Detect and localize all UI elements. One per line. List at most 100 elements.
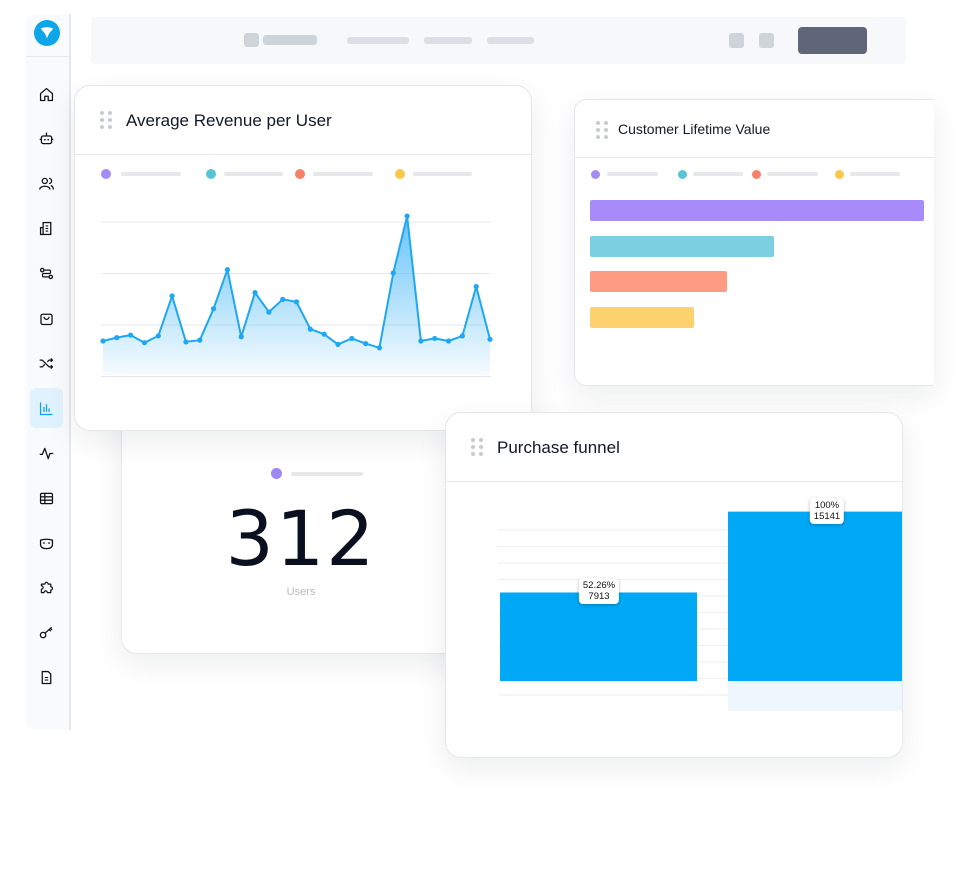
clv-bar[interactable] xyxy=(590,271,727,292)
data-point[interactable] xyxy=(445,338,452,344)
area-fill xyxy=(103,216,490,375)
data-point[interactable] xyxy=(321,331,327,337)
funnel-tooltip: 100% 15141 xyxy=(809,497,845,524)
legend-label-placeholder xyxy=(607,172,658,176)
data-point[interactable] xyxy=(487,336,493,342)
data-point[interactable] xyxy=(390,270,396,276)
sidebar-item-activity[interactable] xyxy=(30,433,63,473)
card-header: Customer Lifetime Value xyxy=(575,100,934,158)
drag-handle-icon[interactable] xyxy=(100,111,112,129)
data-point[interactable] xyxy=(293,299,300,305)
data-point[interactable] xyxy=(169,293,175,299)
tab-placeholder-3[interactable] xyxy=(487,37,534,44)
table-icon xyxy=(39,492,54,504)
drag-handle-icon[interactable] xyxy=(596,121,608,139)
toolbar-icon-placeholder-2[interactable] xyxy=(759,33,774,48)
users-card: 312 Users xyxy=(121,395,481,654)
top-bar xyxy=(91,17,906,64)
legend-dot-salmon xyxy=(295,169,305,179)
sidebar-item-key[interactable] xyxy=(30,613,63,653)
data-point[interactable] xyxy=(141,340,148,346)
funnel-value-label: 7913 xyxy=(588,591,610,603)
sidebar-item-building[interactable] xyxy=(30,209,63,249)
tab-placeholder-1[interactable] xyxy=(347,37,409,44)
legend-label-placeholder xyxy=(121,172,181,176)
clv-bar[interactable] xyxy=(590,200,924,221)
clv-bar[interactable] xyxy=(590,235,774,257)
robot-icon xyxy=(39,132,54,145)
data-point[interactable] xyxy=(183,339,189,345)
users-label: Users xyxy=(286,586,316,598)
logo-icon[interactable] xyxy=(34,20,60,46)
tab-placeholder-2[interactable] xyxy=(424,37,472,44)
sidebar-item-robot[interactable] xyxy=(30,119,63,159)
breadcrumb-icon-placeholder xyxy=(244,33,259,47)
card-title: Purchase funnel xyxy=(497,438,620,457)
data-point[interactable] xyxy=(100,338,106,344)
data-point[interactable] xyxy=(114,335,120,341)
data-point[interactable] xyxy=(210,306,217,312)
data-point[interactable] xyxy=(459,333,465,339)
data-point[interactable] xyxy=(266,309,272,315)
sidebar-item-document[interactable] xyxy=(30,658,63,698)
data-point[interactable] xyxy=(197,337,203,343)
sidebar-item-users[interactable] xyxy=(30,164,63,204)
toolbar-icon-placeholder-1[interactable] xyxy=(729,33,744,48)
data-point[interactable] xyxy=(432,335,438,342)
legend-dot-purple xyxy=(101,169,111,179)
legend-label-placeholder xyxy=(291,472,363,476)
data-point[interactable] xyxy=(252,289,258,296)
primary-button-placeholder[interactable] xyxy=(798,27,867,54)
funnel-bar[interactable] xyxy=(728,511,903,681)
data-point[interactable] xyxy=(418,338,424,344)
legend-dot-teal xyxy=(206,169,216,179)
card-title: Customer Lifetime Value xyxy=(618,121,771,137)
data-point[interactable] xyxy=(280,296,286,302)
breadcrumb-placeholder[interactable] xyxy=(263,35,317,45)
card-header: Average Revenue per User xyxy=(75,86,531,155)
funnel-drop-off xyxy=(728,681,902,711)
sidebar-item-shuffle[interactable] xyxy=(30,343,63,383)
arpu-line-chart[interactable] xyxy=(75,86,532,431)
funnel-card: Purchase funnel 52.26% 7913 100% 15141 xyxy=(445,412,903,758)
legend-label-placeholder xyxy=(850,172,900,176)
data-point[interactable] xyxy=(349,335,355,342)
sidebar-item-home[interactable] xyxy=(30,74,63,114)
data-point[interactable] xyxy=(128,332,134,338)
data-point[interactable] xyxy=(473,284,479,290)
data-point[interactable] xyxy=(155,333,161,339)
data-point[interactable] xyxy=(363,340,369,347)
data-point[interactable] xyxy=(238,334,244,340)
sidebar-item-flow[interactable] xyxy=(30,254,63,294)
drag-handle-icon[interactable] xyxy=(471,438,483,456)
legend-dot-salmon xyxy=(752,170,761,179)
data-point[interactable] xyxy=(307,326,313,332)
card-title: Average Revenue per User xyxy=(126,111,332,130)
clv-card: Customer Lifetime Value xyxy=(574,99,934,386)
data-point[interactable] xyxy=(335,341,341,347)
sidebar-item-puzzle[interactable] xyxy=(30,568,63,608)
funnel-percent-label: 100% xyxy=(814,499,840,511)
sidebar-divider xyxy=(26,56,69,57)
legend-label-placeholder xyxy=(413,172,472,176)
funnel-value-label: 15141 xyxy=(813,510,841,522)
funnel-tooltip: 52.26% 7913 xyxy=(578,578,620,605)
data-point[interactable] xyxy=(376,345,383,351)
data-point[interactable] xyxy=(224,267,230,273)
sidebar-item-mask[interactable] xyxy=(30,523,63,563)
puzzle-icon xyxy=(40,582,53,594)
legend-label-placeholder xyxy=(767,172,818,176)
sidebar-item-table[interactable] xyxy=(30,478,63,518)
shuffle-icon xyxy=(39,357,54,369)
funnel-bar-chart[interactable] xyxy=(446,413,903,758)
funnel-bar[interactable] xyxy=(500,592,697,681)
mask-icon xyxy=(39,538,54,549)
legend-label-placeholder xyxy=(693,172,743,176)
sidebar-item-shopping-bag[interactable] xyxy=(30,299,63,339)
document-icon xyxy=(41,671,52,685)
bar-chart-icon xyxy=(39,402,53,415)
sidebar-item-bar-chart[interactable] xyxy=(30,388,63,429)
clv-bar[interactable] xyxy=(590,306,694,328)
data-point[interactable] xyxy=(404,213,410,219)
users-icon xyxy=(39,178,54,190)
